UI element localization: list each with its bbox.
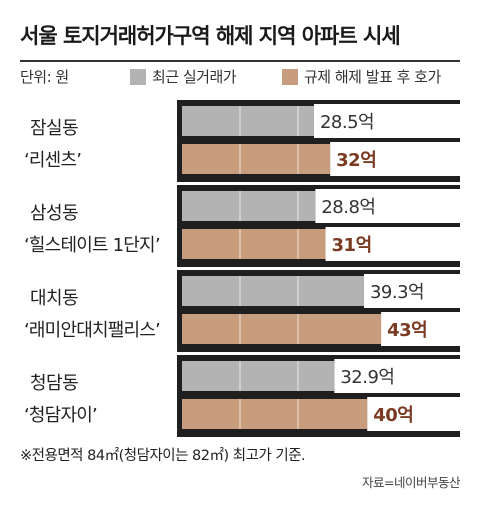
value-label-backdrop xyxy=(334,359,460,393)
category-complex-label: ‘리센츠’ xyxy=(24,150,81,171)
bar-asking-price xyxy=(182,399,368,429)
category-panel xyxy=(20,270,177,352)
category-district-label: 청담동 xyxy=(30,373,78,394)
category-district-label: 삼성동 xyxy=(30,203,78,224)
source-credit: 자료=네이버부동산 xyxy=(362,475,460,490)
value-label-recent: 28.8억 xyxy=(321,197,375,218)
bar-recent-transaction xyxy=(182,191,316,221)
bar-recent-transaction xyxy=(182,276,364,306)
value-label-backdrop xyxy=(330,142,460,176)
footnote: ※전용면적 84㎡(청담자이는 82㎡) 최고가 기준. xyxy=(20,448,306,464)
category-complex-label: ‘청담자이’ xyxy=(24,405,97,426)
value-label-backdrop xyxy=(325,227,460,261)
value-label-backdrop xyxy=(313,104,460,138)
unit-label: 단위: 원 xyxy=(20,68,69,86)
chart-title: 서울 토지거래허가구역 해제 지역 아파트 시세 xyxy=(20,24,401,48)
bar-asking-price xyxy=(182,314,382,344)
bar-asking-price xyxy=(182,144,331,174)
category-panel xyxy=(20,355,177,437)
category-district-label: 잠실동 xyxy=(30,118,78,139)
legend-swatch-asking xyxy=(282,68,298,85)
category-complex-label: ‘힐스테이트 1단지’ xyxy=(24,235,160,256)
value-label-asking: 43억 xyxy=(387,320,427,341)
value-label-recent: 32.9억 xyxy=(340,367,394,388)
value-label-backdrop xyxy=(363,274,460,308)
value-label-backdrop xyxy=(381,312,460,346)
category-district-label: 대치동 xyxy=(30,288,78,309)
legend-label-asking: 규제 해제 발표 후 호가 xyxy=(304,68,441,86)
legend: 단위: 원 최근 실거래가 규제 해제 발표 후 호가 xyxy=(20,66,460,88)
value-label-asking: 40억 xyxy=(373,405,413,426)
category-panel xyxy=(20,185,177,267)
value-label-backdrop xyxy=(367,397,460,431)
value-label-recent: 28.5억 xyxy=(320,112,374,133)
value-label-recent: 39.3억 xyxy=(370,282,424,303)
bar-recent-transaction xyxy=(182,361,335,391)
bar-asking-price xyxy=(182,229,326,259)
legend-label-recent: 최근 실거래가 xyxy=(152,68,237,86)
value-label-asking: 31억 xyxy=(332,235,372,256)
legend-item-recent: 최근 실거래가 xyxy=(130,66,237,87)
value-label-backdrop xyxy=(315,189,460,223)
category-complex-label: ‘래미안대치팰리스’ xyxy=(24,320,160,341)
legend-swatch-recent xyxy=(130,68,146,85)
bar-recent-transaction xyxy=(182,106,314,136)
title-divider xyxy=(20,60,460,62)
value-label-asking: 32억 xyxy=(336,150,376,171)
category-panel xyxy=(20,100,177,182)
legend-item-asking: 규제 해제 발표 후 호가 xyxy=(282,66,441,87)
